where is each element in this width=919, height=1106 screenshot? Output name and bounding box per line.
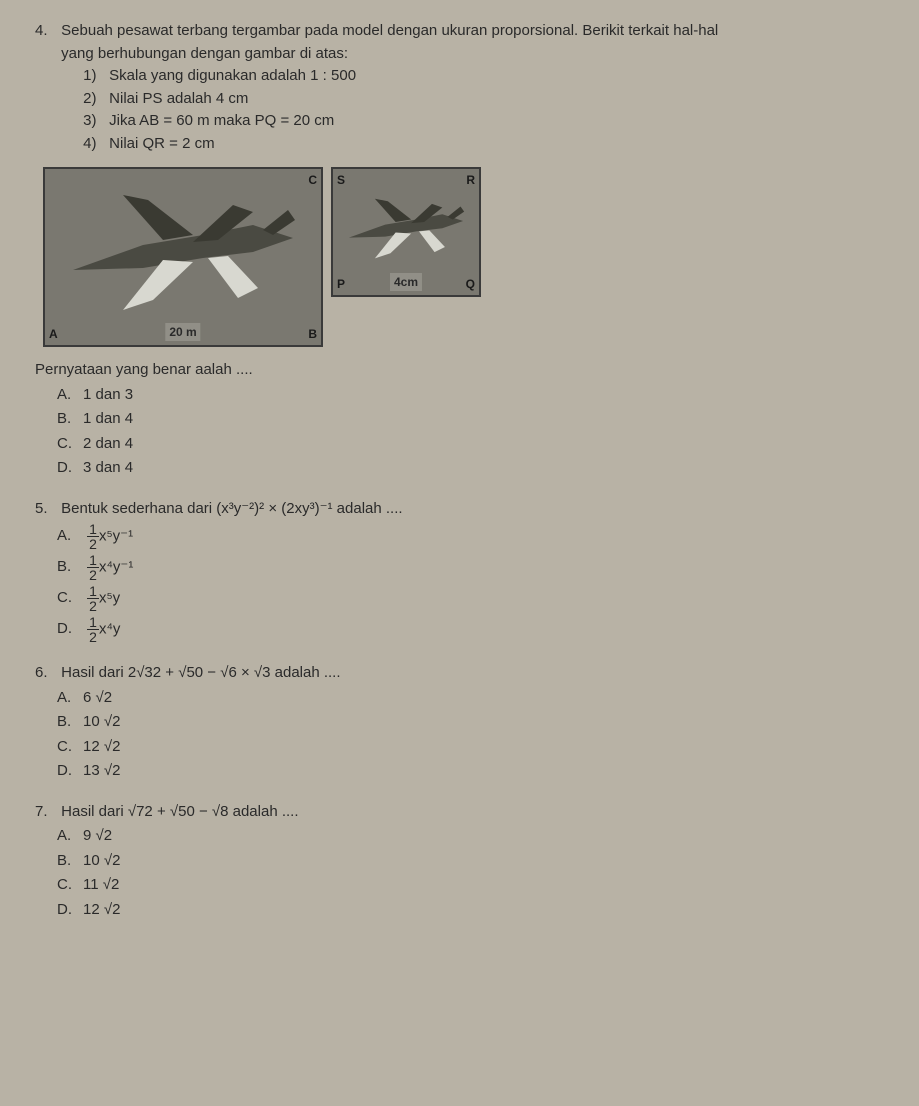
q4-number: 4. [35,20,57,43]
q7-option-b: B.10 √2 [35,850,884,873]
question-5: 5. Bentuk sederhana dari (x³y⁻²)² × (2xy… [35,498,884,645]
q4-statement: Pernyataan yang benar aalah .... [35,359,884,382]
q4-option-a: A.1 dan 3 [35,384,884,407]
question-6: 6. Hasil dari 2√32 + √50 − √6 × √3 adala… [35,662,884,783]
image-small-plane: S R P Q 4cm [331,167,481,297]
plane-icon [53,180,313,320]
label-a: A [49,325,58,343]
q5-option-a: A. 12x⁵y⁻¹ [35,522,884,551]
question-7: 7. Hasil dari √72 + √50 − √8 adalah ....… [35,801,884,922]
q4-text-line1: Sebuah pesawat terbang tergambar pada mo… [61,20,882,43]
label-s: S [337,171,345,189]
label-q: Q [466,275,475,293]
q5-number: 5. [35,498,57,521]
label-r: R [466,171,475,189]
q6-option-a: A.6 √2 [35,687,884,710]
q6-number: 6. [35,662,57,685]
q5-option-d: D. 12x⁴y [35,615,884,644]
q4-option-b: B.1 dan 4 [35,408,884,431]
q4-item-2: 2)Nilai PS adalah 4 cm [61,88,882,111]
q6-text: Hasil dari 2√32 + √50 − √6 × √3 adalah .… [61,664,340,681]
label-c: C [308,171,317,189]
q7-option-c: C.11 √2 [35,874,884,897]
fraction-icon: 12 [87,522,99,551]
q7-option-d: D.12 √2 [35,899,884,922]
q6-option-d: D.13 √2 [35,760,884,783]
label-4cm: 4cm [390,273,422,291]
image-large-plane: C A B 20 m [43,167,323,347]
question-4: 4. Sebuah pesawat terbang tergambar pada… [35,20,884,480]
q4-body: Sebuah pesawat terbang tergambar pada mo… [61,20,882,155]
fraction-icon: 12 [87,553,99,582]
q4-option-d: D.3 dan 4 [35,457,884,480]
label-p: P [337,275,345,293]
label-b: B [308,325,317,343]
q6-option-b: B.10 √2 [35,711,884,734]
q7-option-a: A.9 √2 [35,825,884,848]
q4-images: C A B 20 m S R P Q 4cm [35,167,884,347]
fraction-icon: 12 [87,584,99,613]
label-20m: 20 m [165,323,200,341]
q6-option-c: C.12 √2 [35,736,884,759]
q7-text: Hasil dari √72 + √50 − √8 adalah .... [61,803,298,820]
plane-small-icon [339,180,474,275]
q4-item-4: 4)Nilai QR = 2 cm [61,133,882,156]
q5-option-b: B. 12x⁴y⁻¹ [35,553,884,582]
q4-item-3: 3)Jika AB = 60 m maka PQ = 20 cm [61,110,882,133]
q4-option-c: C.2 dan 4 [35,433,884,456]
q5-option-c: C. 12x⁵y [35,584,884,613]
fraction-icon: 12 [87,615,99,644]
q5-text: Bentuk sederhana dari (x³y⁻²)² × (2xy³)⁻… [61,500,402,517]
q4-text-line2: yang berhubungan dengan gambar di atas: [61,43,882,66]
q7-number: 7. [35,801,57,824]
q4-item-1: 1)Skala yang digunakan adalah 1 : 500 [61,65,882,88]
